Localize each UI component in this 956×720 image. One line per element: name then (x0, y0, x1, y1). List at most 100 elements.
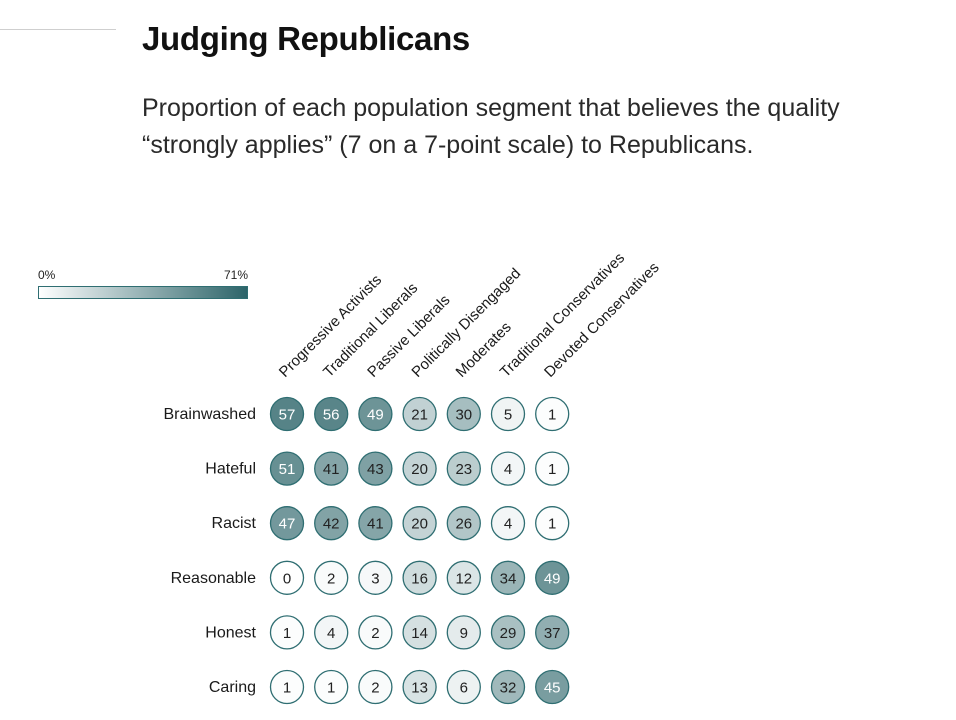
cell-value-brainwashed-progressive-activists: 57 (279, 407, 296, 424)
cell-circle-caring-passive-liberals (358, 669, 393, 705)
heatmap-cell: 20 (402, 451, 437, 486)
cell-value-reasonable-progressive-activists: 0 (283, 570, 291, 587)
cell-circle-racist-politically-disengaged (402, 506, 437, 541)
cell-circle-racist-progressive-activists (269, 506, 305, 541)
heatmap-cell: 20 (402, 506, 437, 541)
heatmap-cell: 5 (490, 396, 526, 432)
cell-value-caring-devoted-conservatives: 45 (544, 680, 561, 697)
cell-value-brainwashed-politically-disengaged: 21 (411, 407, 428, 424)
cell-circle-caring-progressive-activists (269, 669, 305, 705)
cell-value-brainwashed-traditional-conservatives: 5 (504, 407, 512, 424)
heatmap-cell: 56 (314, 396, 349, 432)
row-label-caring: Caring (209, 679, 256, 696)
cell-value-racist-traditional-liberals: 42 (323, 516, 340, 533)
cell-value-reasonable-politically-disengaged: 16 (411, 570, 428, 587)
cell-circle-honest-politically-disengaged (402, 615, 437, 650)
cell-value-reasonable-traditional-conservatives: 34 (500, 570, 517, 587)
cell-value-racist-moderates: 26 (455, 516, 472, 533)
cell-value-honest-politically-disengaged: 14 (411, 625, 428, 642)
cell-circle-racist-devoted-conservatives (535, 506, 570, 541)
heatmap-cell: 45 (535, 669, 570, 705)
top-rule (0, 29, 116, 30)
cell-value-honest-traditional-liberals: 4 (327, 625, 335, 642)
heatmap-cell: 37 (535, 615, 570, 650)
heatmap-cell: 29 (490, 615, 526, 650)
cell-circle-racist-traditional-liberals (314, 506, 349, 541)
cell-value-racist-politically-disengaged: 20 (411, 516, 428, 533)
heatmap-cell: 6 (446, 669, 481, 705)
cell-value-hateful-traditional-conservatives: 4 (504, 461, 512, 478)
cell-value-racist-traditional-conservatives: 4 (504, 516, 512, 533)
heatmap-cell: 1 (535, 396, 570, 432)
color-legend: 0% 71% (38, 268, 250, 304)
cell-circle-reasonable-devoted-conservatives (535, 560, 570, 595)
heatmap-cell: 16 (402, 560, 437, 595)
heatmap-cell: 14 (402, 615, 437, 650)
cell-value-brainwashed-traditional-liberals: 56 (323, 407, 340, 424)
heatmap-cell: 21 (402, 396, 437, 432)
cell-circle-racist-moderates (446, 506, 481, 541)
cell-value-honest-devoted-conservatives: 37 (544, 625, 561, 642)
cell-value-hateful-moderates: 23 (455, 461, 472, 478)
heatmap-cell: 2 (314, 560, 349, 595)
heatmap-cell: 4 (490, 506, 526, 541)
row-label-brainwashed: Brainwashed (164, 406, 257, 423)
cell-value-hateful-devoted-conservatives: 1 (548, 461, 556, 478)
cell-circle-hateful-moderates (446, 451, 481, 486)
heatmap-cell: 1 (269, 615, 305, 650)
heatmap-cell: 32 (490, 669, 526, 705)
heatmap-cell: 13 (402, 669, 437, 705)
heatmap-cell: 2 (358, 669, 393, 705)
cell-circle-reasonable-passive-liberals (358, 560, 393, 595)
row-label-hateful: Hateful (205, 461, 256, 478)
cell-value-honest-passive-liberals: 2 (371, 625, 379, 642)
cell-value-racist-devoted-conservatives: 1 (548, 516, 556, 533)
legend-min-label: 0% (38, 268, 56, 282)
cell-circle-brainwashed-traditional-liberals (314, 396, 349, 432)
cell-circle-hateful-politically-disengaged (402, 451, 437, 486)
cell-circle-honest-passive-liberals (358, 615, 393, 650)
cell-value-racist-passive-liberals: 41 (367, 516, 384, 533)
cell-value-reasonable-moderates: 12 (455, 570, 472, 587)
cell-circle-brainwashed-moderates (446, 396, 481, 432)
chart-title: Judging Republicans (142, 20, 470, 57)
cell-circle-reasonable-traditional-liberals (314, 560, 349, 595)
cell-value-brainwashed-passive-liberals: 49 (367, 407, 384, 424)
heatmap-cell: 42 (314, 506, 349, 541)
cell-value-brainwashed-devoted-conservatives: 1 (548, 407, 556, 424)
heatmap-cell: 4 (314, 615, 349, 650)
heatmap-cell: 49 (358, 396, 393, 432)
cell-value-reasonable-traditional-liberals: 2 (327, 570, 335, 587)
row-label-reasonable: Reasonable (171, 570, 257, 587)
heatmap-cell: 51 (269, 451, 305, 486)
heatmap-cell: 47 (269, 506, 305, 541)
heatmap-cell: 4 (490, 451, 526, 486)
heatmap-cell: 1 (269, 669, 305, 705)
cell-value-caring-passive-liberals: 2 (371, 680, 379, 697)
cell-circle-caring-traditional-conservatives (490, 669, 526, 705)
heatmap-cell: 41 (358, 506, 393, 541)
heatmap-cell: 0 (269, 560, 305, 595)
cell-circle-honest-traditional-liberals (314, 615, 349, 650)
heatmap-cell: 1 (314, 669, 349, 705)
chart-subtitle: Proportion of each population segment th… (142, 94, 840, 159)
cell-circle-reasonable-moderates (446, 560, 481, 595)
heatmap-cell: 12 (446, 560, 481, 595)
cell-value-brainwashed-moderates: 30 (455, 407, 472, 424)
row-label-racist: Racist (212, 515, 257, 532)
heatmap-cell: 49 (535, 560, 570, 595)
cell-circle-brainwashed-devoted-conservatives (535, 396, 570, 432)
cell-circle-hateful-traditional-conservatives (490, 451, 526, 486)
cell-circle-honest-devoted-conservatives (535, 615, 570, 650)
cell-value-reasonable-passive-liberals: 3 (371, 570, 379, 587)
cell-circle-caring-devoted-conservatives (535, 669, 570, 705)
heatmap-cell: 23 (446, 451, 481, 486)
cell-circle-hateful-progressive-activists (269, 451, 305, 486)
heatmap-cell: 57 (269, 396, 305, 432)
cell-value-caring-politically-disengaged: 13 (411, 680, 428, 697)
cell-value-reasonable-devoted-conservatives: 49 (544, 570, 561, 587)
heatmap-cell: 34 (490, 560, 526, 595)
cell-circle-reasonable-traditional-conservatives (490, 560, 526, 595)
heatmap-cell: 26 (446, 506, 481, 541)
